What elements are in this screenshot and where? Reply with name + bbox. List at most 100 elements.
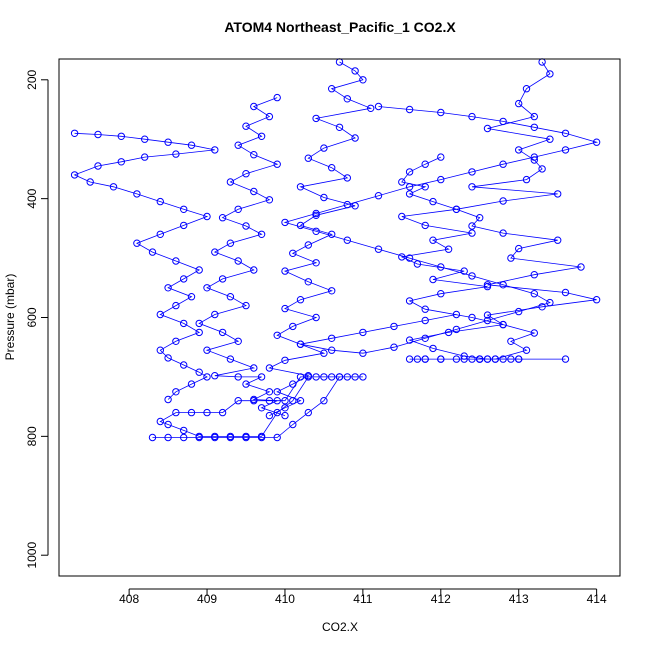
data-point bbox=[328, 85, 336, 93]
data-point bbox=[351, 134, 359, 142]
data-point bbox=[328, 334, 336, 342]
data-point bbox=[546, 135, 554, 143]
data-point bbox=[468, 272, 476, 280]
data-point bbox=[265, 112, 274, 121]
data-point bbox=[304, 241, 312, 249]
data-point bbox=[367, 104, 375, 113]
data-point bbox=[265, 397, 274, 405]
data-point bbox=[289, 420, 297, 429]
x-tick-label: 410 bbox=[275, 592, 295, 606]
data-point bbox=[405, 190, 414, 198]
data-point bbox=[421, 305, 429, 313]
data-point bbox=[218, 275, 227, 283]
data-point bbox=[218, 328, 227, 337]
data-point bbox=[172, 408, 180, 417]
data-point bbox=[499, 229, 507, 237]
data-point bbox=[180, 426, 188, 435]
data-point bbox=[156, 310, 165, 319]
x-tick-label: 413 bbox=[509, 592, 529, 606]
data-point bbox=[148, 433, 157, 442]
data-point bbox=[328, 164, 336, 172]
data-point bbox=[242, 170, 250, 178]
data-point bbox=[203, 408, 211, 417]
data-point bbox=[211, 146, 219, 154]
data-series bbox=[281, 102, 601, 357]
data-point bbox=[117, 158, 126, 166]
data-point bbox=[476, 214, 484, 222]
data-point bbox=[203, 346, 211, 354]
data-point bbox=[296, 221, 305, 230]
x-tick-label: 408 bbox=[119, 592, 139, 606]
plot-area-frame bbox=[58, 58, 621, 577]
data-point bbox=[211, 432, 219, 441]
data-point bbox=[312, 313, 320, 322]
data-point bbox=[211, 248, 219, 256]
data-point bbox=[273, 408, 281, 417]
data-point bbox=[530, 329, 538, 337]
data-point bbox=[242, 122, 250, 130]
data-point bbox=[281, 267, 289, 275]
data-point bbox=[468, 313, 476, 322]
data-point bbox=[195, 319, 203, 328]
data-point bbox=[335, 373, 344, 381]
data-point bbox=[507, 337, 515, 345]
data-point bbox=[592, 296, 601, 304]
data-point bbox=[351, 373, 359, 381]
data-point bbox=[164, 420, 172, 429]
data-point bbox=[561, 129, 570, 138]
data-point bbox=[429, 344, 437, 353]
data-point bbox=[522, 346, 531, 354]
data-point bbox=[437, 263, 445, 271]
data-point bbox=[429, 236, 437, 244]
data-point bbox=[312, 373, 320, 381]
data-point bbox=[476, 355, 484, 363]
data-point bbox=[156, 417, 165, 426]
data-point bbox=[343, 174, 351, 182]
series-line bbox=[400, 156, 519, 360]
data-point bbox=[343, 95, 351, 103]
data-point bbox=[195, 328, 203, 337]
data-point bbox=[273, 160, 281, 168]
data-point bbox=[452, 310, 461, 319]
data-point bbox=[203, 284, 211, 292]
data-point bbox=[195, 432, 203, 441]
data-point bbox=[156, 346, 165, 354]
y-axis: 200 400 600 800 1000 bbox=[25, 69, 49, 569]
data-point bbox=[289, 322, 297, 331]
data-point bbox=[172, 337, 180, 345]
data-point bbox=[273, 331, 281, 339]
data-point bbox=[203, 373, 211, 381]
data-point bbox=[437, 175, 445, 184]
data-point bbox=[289, 397, 297, 405]
data-point bbox=[257, 373, 266, 381]
data-point bbox=[226, 239, 235, 247]
data-point bbox=[468, 112, 476, 121]
data-point bbox=[273, 93, 281, 102]
x-tick-label: 409 bbox=[197, 592, 217, 606]
data-point bbox=[226, 293, 235, 301]
data-point bbox=[405, 168, 414, 176]
data-point bbox=[211, 372, 219, 380]
data-point bbox=[195, 368, 203, 376]
data-point bbox=[250, 397, 258, 405]
data-point bbox=[390, 343, 398, 351]
data-point bbox=[211, 310, 219, 319]
data-point bbox=[328, 373, 336, 381]
data-point bbox=[304, 154, 312, 162]
data-point bbox=[218, 214, 227, 222]
data-point bbox=[444, 245, 453, 253]
data-point bbox=[265, 196, 274, 204]
series-line bbox=[198, 97, 286, 416]
y-tick-label: 600 bbox=[25, 307, 39, 327]
data-point bbox=[328, 287, 336, 295]
data-point bbox=[312, 209, 320, 218]
data-point bbox=[296, 296, 305, 304]
data-point bbox=[343, 236, 351, 244]
data-point bbox=[421, 355, 429, 363]
data-point bbox=[530, 271, 538, 279]
data-point bbox=[483, 282, 492, 291]
data-point bbox=[483, 355, 492, 363]
data-point bbox=[281, 356, 289, 364]
data-point bbox=[281, 304, 289, 313]
